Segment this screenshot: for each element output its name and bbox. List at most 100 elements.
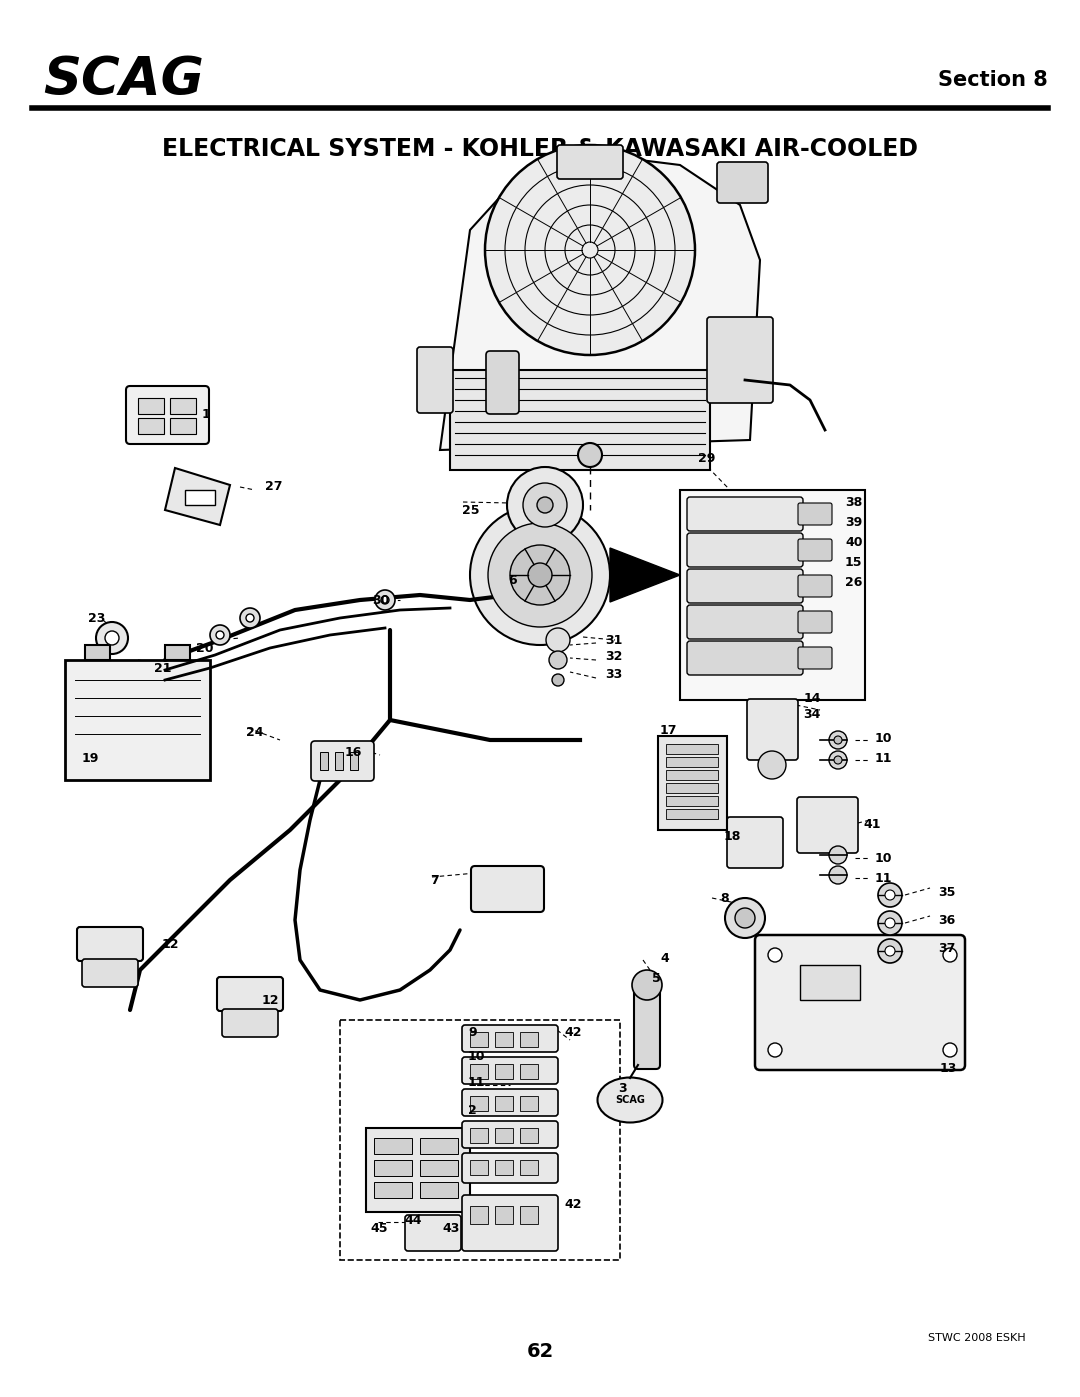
Polygon shape <box>165 468 230 525</box>
Text: 43: 43 <box>442 1221 459 1235</box>
Circle shape <box>105 631 119 645</box>
Text: 42: 42 <box>564 1025 581 1038</box>
Text: 33: 33 <box>605 668 622 680</box>
Bar <box>519 1032 538 1046</box>
FancyBboxPatch shape <box>707 317 773 402</box>
Text: 32: 32 <box>605 651 622 664</box>
Text: 19: 19 <box>82 752 99 764</box>
Text: 24: 24 <box>246 725 264 739</box>
Bar <box>138 398 164 414</box>
FancyBboxPatch shape <box>405 1215 461 1250</box>
Bar <box>170 418 195 434</box>
Text: 18: 18 <box>724 830 741 842</box>
Circle shape <box>885 918 895 928</box>
Circle shape <box>878 939 902 963</box>
Text: 21: 21 <box>154 662 172 675</box>
Text: 3: 3 <box>618 1081 626 1094</box>
Bar <box>470 1206 488 1224</box>
Bar <box>666 757 718 767</box>
Bar <box>470 1160 488 1175</box>
Text: 9: 9 <box>468 1025 476 1038</box>
FancyBboxPatch shape <box>687 497 804 531</box>
Bar <box>666 782 718 793</box>
Circle shape <box>885 946 895 956</box>
Text: 38: 38 <box>845 496 862 509</box>
Text: 23: 23 <box>87 612 106 624</box>
FancyBboxPatch shape <box>462 1058 558 1084</box>
Circle shape <box>488 522 592 627</box>
Circle shape <box>485 145 696 355</box>
Bar <box>495 1127 513 1143</box>
FancyBboxPatch shape <box>798 647 832 669</box>
Circle shape <box>768 1044 782 1058</box>
Circle shape <box>523 483 567 527</box>
Bar <box>495 1206 513 1224</box>
Bar <box>666 796 718 806</box>
Bar <box>666 745 718 754</box>
Circle shape <box>878 911 902 935</box>
FancyBboxPatch shape <box>717 162 768 203</box>
FancyBboxPatch shape <box>311 740 374 781</box>
FancyBboxPatch shape <box>687 569 804 604</box>
FancyBboxPatch shape <box>747 698 798 760</box>
Text: 10: 10 <box>468 1051 486 1063</box>
Polygon shape <box>440 155 760 450</box>
Circle shape <box>528 563 552 587</box>
Text: Section 8: Section 8 <box>937 70 1048 89</box>
Bar <box>350 752 357 770</box>
Circle shape <box>381 597 389 604</box>
Bar <box>666 770 718 780</box>
Bar <box>340 1020 620 1260</box>
FancyBboxPatch shape <box>687 605 804 638</box>
Bar <box>65 659 210 780</box>
Text: 31: 31 <box>605 633 622 647</box>
Bar <box>470 1032 488 1046</box>
Circle shape <box>546 629 570 652</box>
Circle shape <box>943 1044 957 1058</box>
Bar <box>666 809 718 819</box>
Bar <box>335 752 343 770</box>
Text: 27: 27 <box>265 481 283 493</box>
Text: 13: 13 <box>940 1062 957 1074</box>
Text: 10: 10 <box>875 732 892 745</box>
Text: 16: 16 <box>345 746 363 759</box>
Circle shape <box>240 608 260 629</box>
Bar <box>495 1065 513 1078</box>
Circle shape <box>943 949 957 963</box>
Circle shape <box>829 866 847 884</box>
Text: 11: 11 <box>468 1076 486 1088</box>
Text: 40: 40 <box>845 535 863 549</box>
Circle shape <box>725 898 765 937</box>
Circle shape <box>375 590 395 610</box>
Circle shape <box>216 631 224 638</box>
Circle shape <box>878 883 902 907</box>
Circle shape <box>829 847 847 863</box>
Circle shape <box>96 622 129 654</box>
Text: 45: 45 <box>370 1221 388 1235</box>
Circle shape <box>829 752 847 768</box>
Text: 37: 37 <box>939 942 956 954</box>
Circle shape <box>537 497 553 513</box>
Bar <box>185 490 215 504</box>
Text: SCAG: SCAG <box>616 1095 645 1105</box>
Circle shape <box>549 651 567 669</box>
Text: 44: 44 <box>404 1214 421 1227</box>
Circle shape <box>507 467 583 543</box>
Circle shape <box>735 908 755 928</box>
Text: 36: 36 <box>939 914 955 926</box>
Circle shape <box>210 624 230 645</box>
Text: 12: 12 <box>262 993 280 1006</box>
Circle shape <box>552 673 564 686</box>
Text: 12: 12 <box>162 939 179 951</box>
Bar <box>680 490 865 700</box>
Bar <box>470 1097 488 1111</box>
Bar <box>495 1097 513 1111</box>
Bar <box>138 418 164 434</box>
Circle shape <box>758 752 786 780</box>
Bar <box>85 645 110 659</box>
Text: 29: 29 <box>698 451 715 464</box>
Text: 2: 2 <box>468 1104 476 1116</box>
Circle shape <box>578 443 602 467</box>
Text: 30: 30 <box>372 594 390 606</box>
Text: 5: 5 <box>652 971 661 985</box>
